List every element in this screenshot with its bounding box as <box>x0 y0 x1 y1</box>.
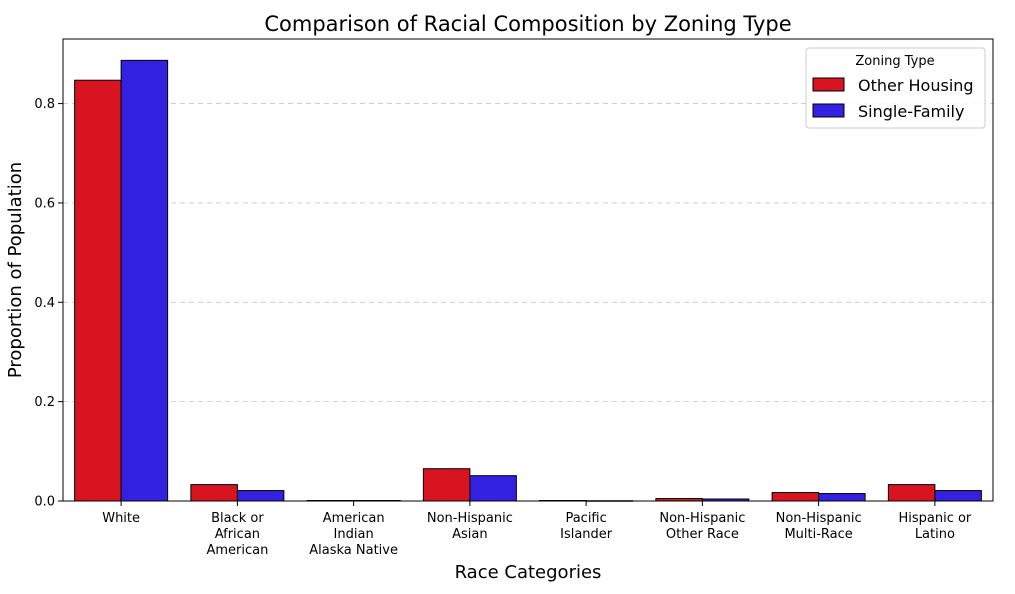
legend-label-other-housing: Other Housing <box>858 76 974 95</box>
bar-other-housing <box>771 492 820 502</box>
y-tick-label: 0.8 <box>34 97 55 112</box>
legend-frame <box>805 47 986 129</box>
x-tick-label-line: American <box>323 511 385 526</box>
x-tick-label-line: Hispanic or <box>898 511 971 526</box>
y-axis-label: Proportion of Population <box>5 162 26 378</box>
x-tick-label-line: Other Race <box>666 527 739 542</box>
legend: Zoning Type Other Housing Single-Family <box>805 47 986 129</box>
y-tick-label: 0.4 <box>34 296 55 311</box>
bar-other-housing <box>887 484 936 502</box>
x-tick-label-line: Non-Hispanic <box>659 511 745 526</box>
bar-single-family <box>236 490 285 502</box>
bar-single-family <box>934 490 982 502</box>
x-tick-label-line: Islander <box>560 527 613 542</box>
legend-swatch-other-housing <box>812 77 845 92</box>
x-tick-label: American Indian Alaska Native <box>309 511 398 558</box>
x-tick-label: Pacific Islander <box>560 511 613 542</box>
plot-frame <box>62 38 994 502</box>
x-tick-label: Hispanic or Latino <box>898 511 971 542</box>
x-tick-label-line: Multi-Race <box>784 527 852 542</box>
grid-lines <box>63 103 993 403</box>
x-axis-label: Race Categories <box>455 562 602 583</box>
x-tick-label-line: Pacific <box>565 511 606 526</box>
x-tick-label: Non-Hispanic Asian <box>427 511 513 542</box>
x-tick-label: Non-Hispanic Multi-Race <box>776 511 862 542</box>
y-tick-label: 0.6 <box>34 196 55 211</box>
legend-title: Zoning Type <box>855 54 934 69</box>
x-tick-label-line: Alaska Native <box>309 543 398 558</box>
x-tick-label-line: White <box>102 511 140 526</box>
x-tick-label-line: Non-Hispanic <box>427 511 513 526</box>
y-tick-label: 0.0 <box>34 495 55 510</box>
bar-other-housing <box>422 468 471 502</box>
bar-single-family <box>469 475 517 502</box>
bar-single-family <box>120 59 169 502</box>
legend-label-single-family: Single-Family <box>858 102 964 121</box>
x-tick-label-line: Indian <box>334 527 374 542</box>
x-tick-label-line: American <box>206 543 268 558</box>
y-axis-ticks: 0.0 0.2 0.4 0.6 0.8 <box>34 97 63 510</box>
bar-single-family <box>818 493 866 502</box>
chart-title: Comparison of Racial Composition by Zoni… <box>264 12 791 36</box>
x-tick-label: White <box>102 511 140 526</box>
bar-other-housing <box>190 484 238 502</box>
y-tick-label: 0.2 <box>34 395 55 410</box>
x-tick-label-line: Black or <box>211 511 264 526</box>
x-tick-label-line: Latino <box>915 527 955 542</box>
x-tick-label: Non-Hispanic Other Race <box>659 511 745 542</box>
x-tick-label: Black or African American <box>206 511 268 558</box>
bar-other-housing <box>74 79 122 502</box>
legend-swatch-single-family <box>812 103 845 118</box>
x-tick-label-line: Non-Hispanic <box>776 511 862 526</box>
x-tick-label-line: Asian <box>452 527 487 542</box>
x-tick-label-line: African <box>215 527 260 542</box>
